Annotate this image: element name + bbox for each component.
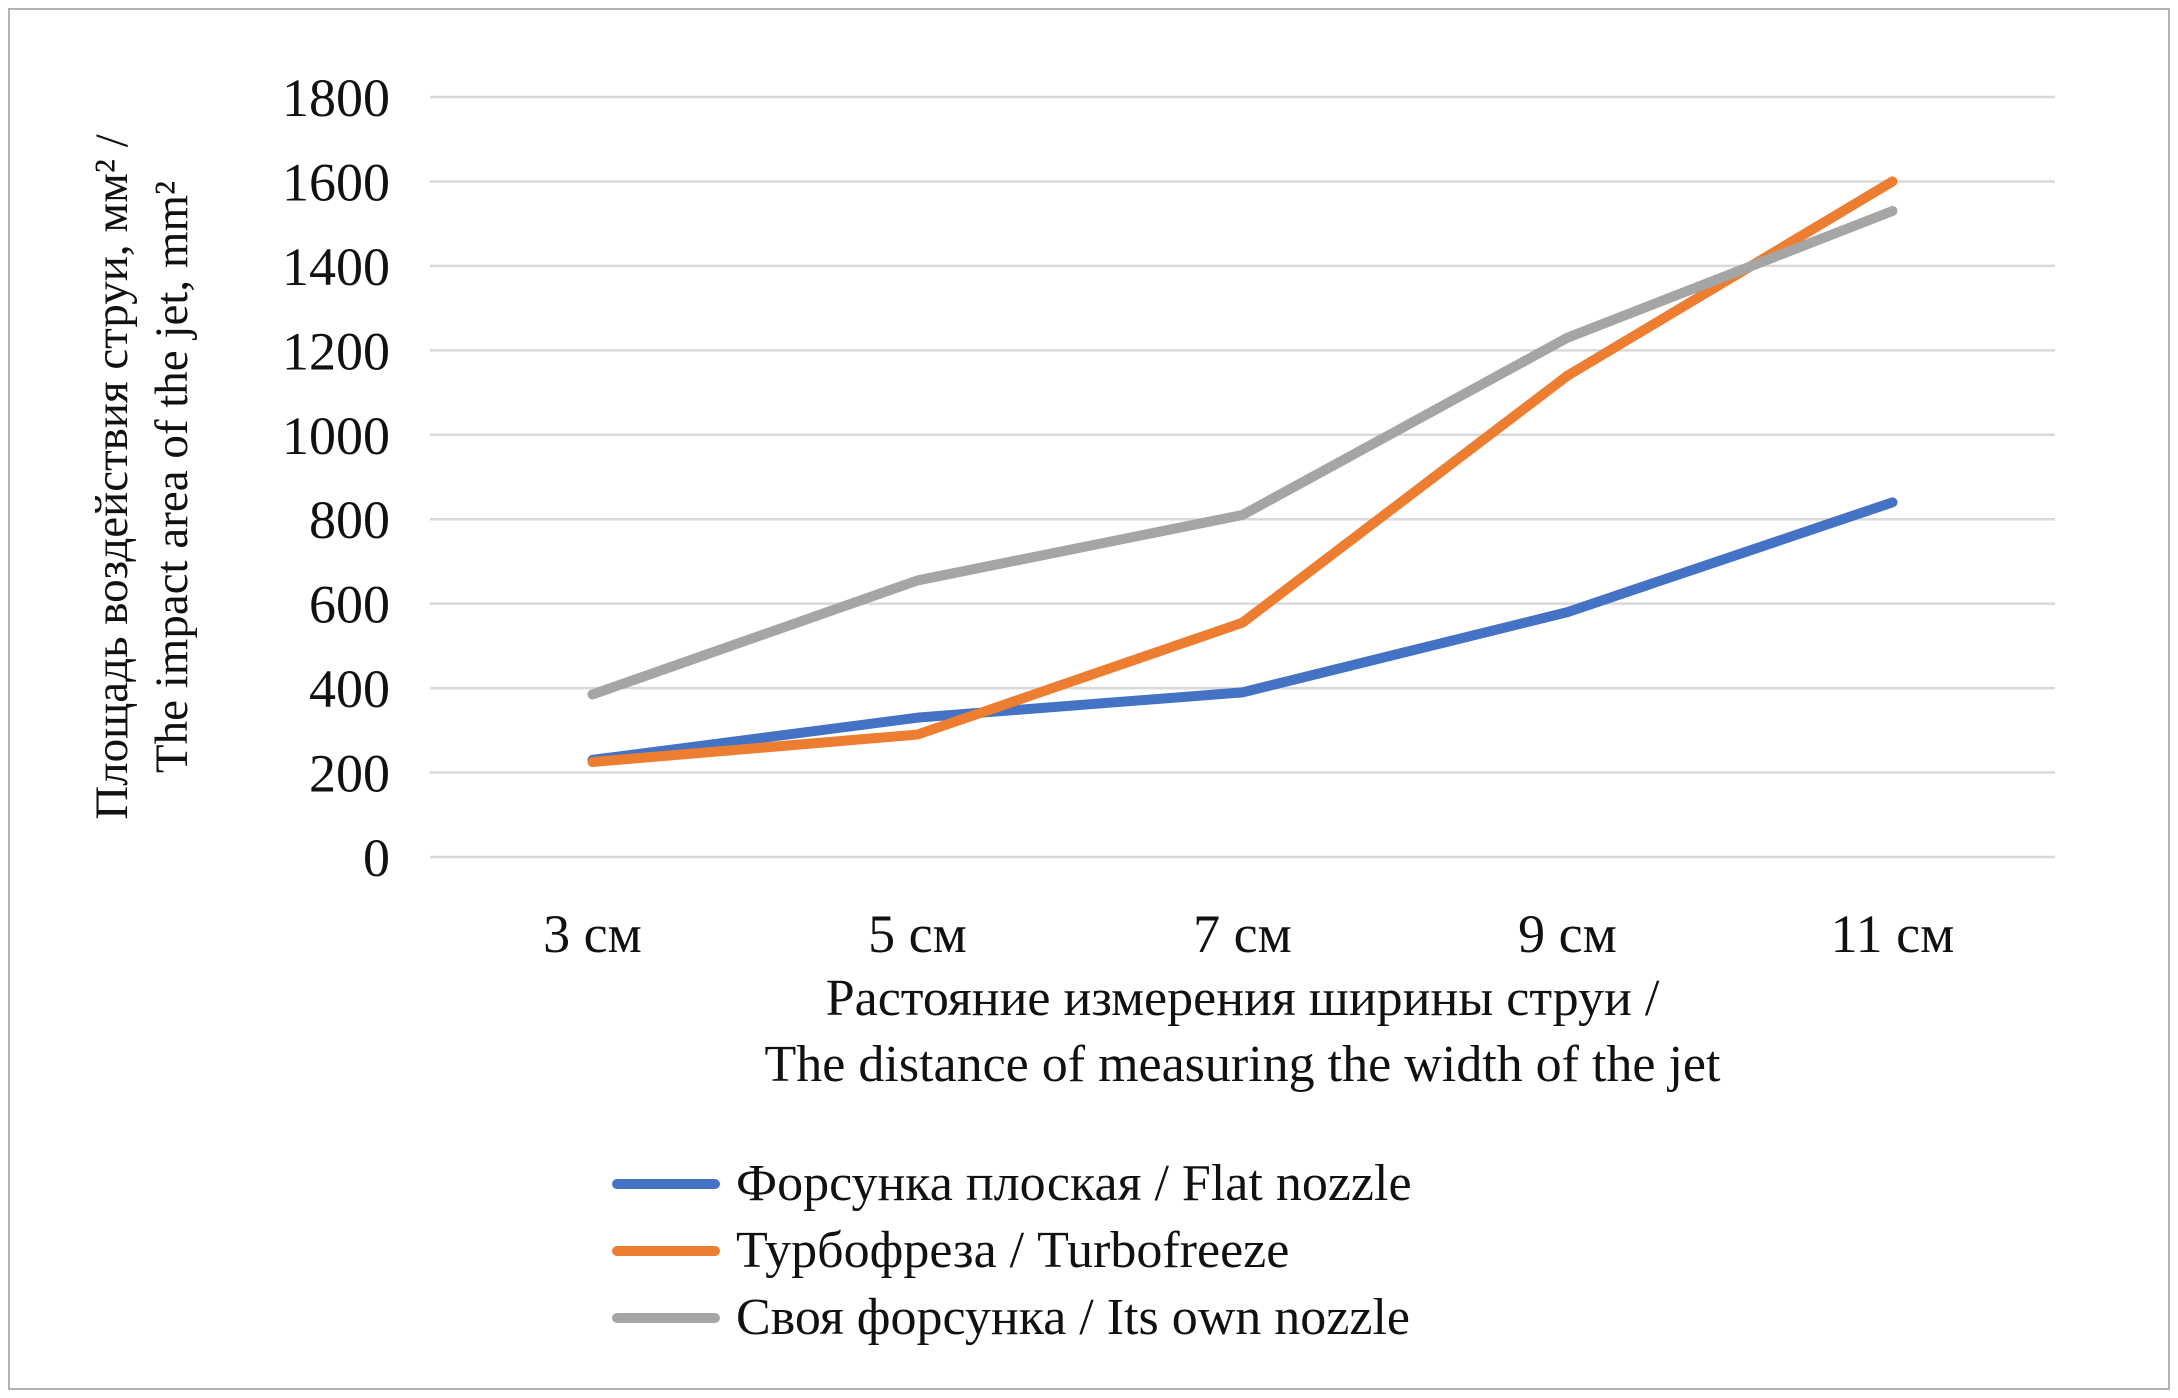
y-tick-label: 1400	[282, 237, 390, 297]
x-axis-title-line1: Растояние измерения ширины струи /	[825, 970, 1660, 1027]
x-axis-title-line2: The distance of measuring the width of t…	[764, 1036, 1721, 1093]
legend-swatch	[612, 1245, 720, 1256]
legend-label: Турбофреза / Turbofreeze	[736, 1222, 1290, 1279]
x-tick-label: 11 см	[1831, 904, 1955, 964]
y-tick-label: 1200	[282, 321, 390, 381]
y-tick-label: 600	[309, 575, 390, 635]
y-tick-label: 0	[363, 828, 390, 888]
series-line-1	[587, 176, 1898, 767]
plot-area: 0 200 400 600 800 1000 1200 1400 1600 1800 3 см 5 с…	[282, 68, 2055, 964]
legend-item-1: Турбофреза / Turbofreeze	[612, 1217, 1412, 1284]
legend-label: Форсунка плоская / Flat nozzle	[736, 1155, 1412, 1212]
y-tick-label: 200	[309, 744, 390, 804]
series-line-2	[587, 206, 1898, 700]
x-axis-title: Растояние измерения ширины струи / The d…	[430, 966, 2055, 1098]
x-tick-label: 3 см	[543, 904, 642, 964]
x-tick-label: 9 см	[1518, 904, 1617, 964]
y-tick-label: 800	[309, 490, 390, 550]
x-tick-label: 7 см	[1193, 904, 1292, 964]
series-line-0	[587, 497, 1898, 765]
legend-item-2: Своя форсунка / Its own nozzle	[612, 1284, 1412, 1351]
y-tick-label: 400	[309, 659, 390, 719]
y-tick-label: 1800	[282, 68, 390, 128]
legend-swatch	[612, 1312, 720, 1323]
legend-label: Своя форсунка / Its own nozzle	[736, 1289, 1410, 1346]
x-tick-label: 5 см	[868, 904, 967, 964]
y-tick-label: 1600	[282, 152, 390, 212]
legend-item-0: Форсунка плоская / Flat nozzle	[612, 1150, 1412, 1217]
y-tick-label: 1000	[282, 406, 390, 466]
legend: Форсунка плоская / Flat nozzle Турбофреза…	[612, 1150, 1412, 1351]
legend-swatch	[612, 1178, 720, 1189]
